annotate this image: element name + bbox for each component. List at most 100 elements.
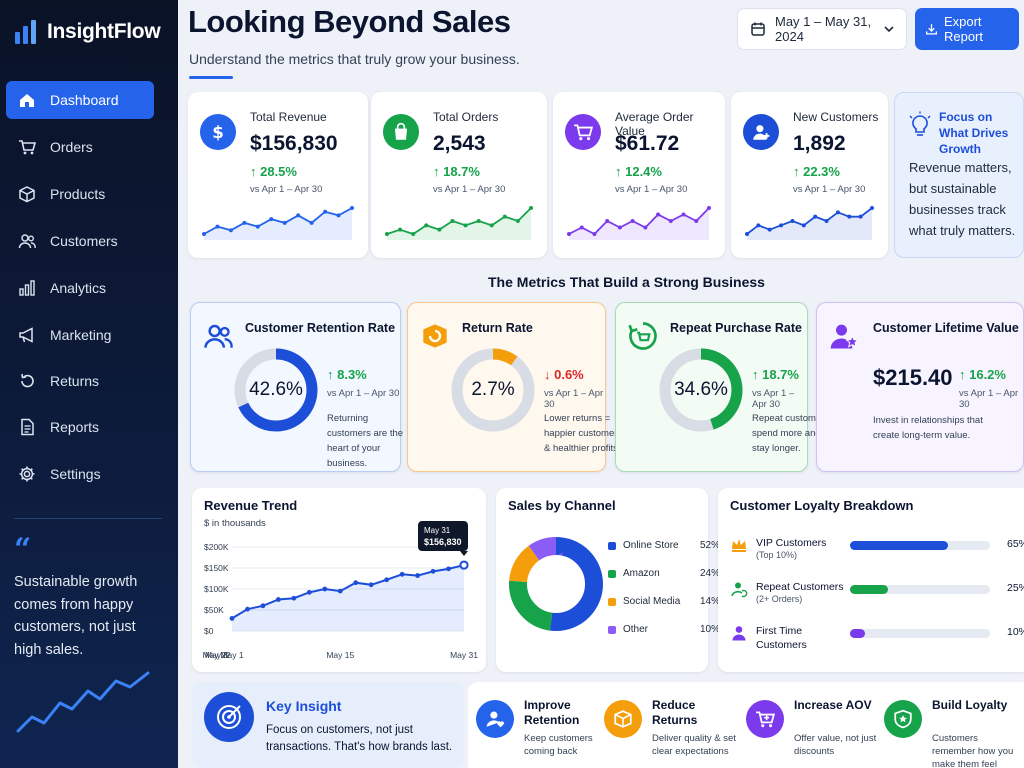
legend-item: Amazon 24% bbox=[608, 568, 720, 579]
users-icon bbox=[18, 232, 36, 250]
sidebar-item-returns[interactable]: Returns bbox=[6, 362, 154, 400]
sparkline-point bbox=[668, 219, 673, 223]
sales-channel-title: Sales by Channel bbox=[508, 498, 616, 513]
kpi-card[interactable]: $ Total Revenue $156,830 ↑ 28.5% vs Apr 1 – … bbox=[188, 92, 368, 258]
tip-improve-retention: Improve Retention Keep customers coming b… bbox=[476, 682, 612, 768]
add-user-icon bbox=[743, 114, 779, 150]
donut-fill bbox=[659, 348, 743, 432]
home-icon bbox=[18, 91, 36, 109]
trend-y-tick: $50K bbox=[204, 605, 224, 615]
sparkline-point bbox=[398, 227, 403, 232]
section-title: The Metrics That Build a Strong Business bbox=[488, 274, 765, 290]
document-icon bbox=[18, 418, 36, 436]
shopping-bag-icon bbox=[383, 114, 419, 150]
download-icon bbox=[925, 24, 937, 35]
brand[interactable]: InsightFlow bbox=[14, 18, 161, 46]
sidebar-item-products[interactable]: Products bbox=[6, 175, 154, 213]
export-report-button[interactable]: Export Report bbox=[915, 8, 1019, 50]
sidebar-quote: “ Sustainable growth comes from happy cu… bbox=[14, 518, 162, 744]
metric-title: Repeat Purchase Rate bbox=[670, 321, 803, 335]
sidebar-item-label: Customers bbox=[50, 233, 118, 249]
metric-comparison: vs Apr 1 – Apr 30 bbox=[544, 388, 604, 410]
kpi-card[interactable]: Total Orders 2,543 ↑ 18.7% vs Apr 1 – Apr 3… bbox=[371, 92, 547, 258]
sidebar-item-label: Orders bbox=[50, 139, 93, 155]
trend-x-tick: May 8 bbox=[205, 650, 228, 660]
sidebar-item-dashboard[interactable]: Dashboard bbox=[6, 81, 154, 119]
sparkline-point bbox=[617, 225, 622, 230]
loyalty-percent: 25% bbox=[1006, 582, 1024, 594]
loyalty-name: VIP Customers bbox=[756, 537, 827, 549]
sparkline-point bbox=[437, 227, 442, 232]
sidebar-item-customers[interactable]: Customers bbox=[6, 222, 154, 260]
loyalty-row: Repeat Customers(2+ Orders) 25% bbox=[730, 580, 1024, 620]
kpi-card[interactable]: Average Order Value $61.72 ↑ 12.4% vs Apr 1… bbox=[553, 92, 725, 258]
loyalty-name: Repeat Customers bbox=[756, 581, 844, 593]
legend-label: Other bbox=[623, 624, 649, 635]
sales-channel-donut[interactable] bbox=[506, 534, 606, 634]
sparkline-point bbox=[269, 217, 274, 222]
metric-value: $215.40 bbox=[873, 365, 953, 390]
svg-text:$: $ bbox=[212, 123, 224, 142]
metric-card-customer-lifetime-value[interactable]: Customer Lifetime Value $215.40 ↑ 16.2% vs … bbox=[816, 302, 1024, 472]
metric-donut: 2.7% bbox=[450, 347, 536, 433]
sparkline-point bbox=[309, 220, 314, 225]
kpi-value: 2,543 bbox=[433, 132, 486, 155]
calendar-icon bbox=[751, 22, 765, 36]
date-range-picker[interactable]: May 1 – May 31, 2024 bbox=[737, 8, 907, 50]
tips-card: Improve Retention Keep customers coming b… bbox=[468, 682, 1024, 768]
kpi-comparison: vs Apr 1 – Apr 30 bbox=[793, 184, 866, 195]
metric-note: Lower returns = happier customers & heal… bbox=[544, 413, 623, 454]
sparkline-point bbox=[870, 206, 874, 210]
sidebar-item-label: Marketing bbox=[50, 327, 112, 343]
sidebar-item-reports[interactable]: Reports bbox=[6, 408, 154, 446]
metric-card-customer-retention-rate[interactable]: Customer Retention Rate 42.6% ↑ 8.3% vs Apr… bbox=[190, 302, 403, 472]
metric-change: ↓ 0.6% bbox=[544, 367, 584, 382]
chevron-down-icon bbox=[884, 26, 894, 33]
sparkline-point bbox=[767, 227, 772, 232]
trend-x-tick: May 15 bbox=[326, 650, 354, 660]
trend-point bbox=[276, 597, 281, 602]
metric-card-repeat-purchase-rate[interactable]: Repeat Purchase Rate 34.6% ↑ 18.7% vs Apr 1… bbox=[615, 302, 829, 472]
donut-ring bbox=[451, 348, 535, 432]
legend-swatch bbox=[608, 569, 616, 578]
sidebar-item-settings[interactable]: Settings bbox=[6, 455, 154, 493]
sparkline-point bbox=[336, 213, 341, 218]
metric-donut: 42.6% bbox=[233, 347, 319, 433]
kpi-label: Total Orders bbox=[433, 110, 499, 124]
metric-donut: 34.6% bbox=[658, 347, 744, 433]
legend-label: Amazon bbox=[623, 568, 660, 579]
trend-point bbox=[245, 606, 250, 612]
sidebar-item-marketing[interactable]: Marketing bbox=[6, 316, 154, 354]
megaphone-icon bbox=[18, 326, 36, 344]
sparkline-point bbox=[350, 206, 354, 210]
sidebar-item-analytics[interactable]: Analytics bbox=[6, 269, 154, 307]
loyalty-bar-track bbox=[850, 629, 990, 638]
metric-comparison: vs Apr 1 – Apr 30 bbox=[752, 388, 795, 410]
tip-description: Keep customers coming back bbox=[524, 733, 593, 757]
trend-x-tick: May 1 bbox=[220, 650, 243, 660]
loyalty-sub: (Top 10%) bbox=[756, 550, 798, 560]
insight-title: Key Insight bbox=[266, 698, 342, 714]
metric-value: 2.7% bbox=[471, 379, 515, 400]
repeat-cart-icon bbox=[628, 321, 658, 356]
sparkline-point bbox=[779, 223, 784, 228]
metric-note: Repeat customers spend more and stay lon… bbox=[752, 413, 830, 454]
sparkline-point bbox=[592, 232, 597, 236]
kpi-card[interactable]: New Customers 1,892 ↑ 22.3% vs Apr 1 – Apr … bbox=[731, 92, 888, 258]
sidebar-item-orders[interactable]: Orders bbox=[6, 128, 154, 166]
sparkline-point bbox=[242, 220, 247, 225]
kpi-label: New Customers bbox=[793, 110, 879, 124]
repeat-user-icon bbox=[730, 580, 748, 603]
tip-reduce-returns: Reduce Returns Deliver quality & set clea… bbox=[604, 682, 740, 768]
title-underline bbox=[189, 76, 233, 79]
kpi-value: 1,892 bbox=[793, 132, 846, 155]
metric-card-return-rate[interactable]: Return Rate 2.7% ↓ 0.6% vs Apr 1 – Apr 30 Lo… bbox=[407, 302, 622, 472]
trend-y-tick: $150K bbox=[204, 563, 229, 573]
trend-point bbox=[291, 595, 297, 601]
returns-icon bbox=[18, 372, 36, 390]
user-icon bbox=[730, 624, 748, 647]
kpi-label: Total Revenue bbox=[250, 110, 327, 124]
revenue-trend-title: Revenue Trend bbox=[204, 498, 298, 513]
trend-line bbox=[231, 564, 465, 620]
